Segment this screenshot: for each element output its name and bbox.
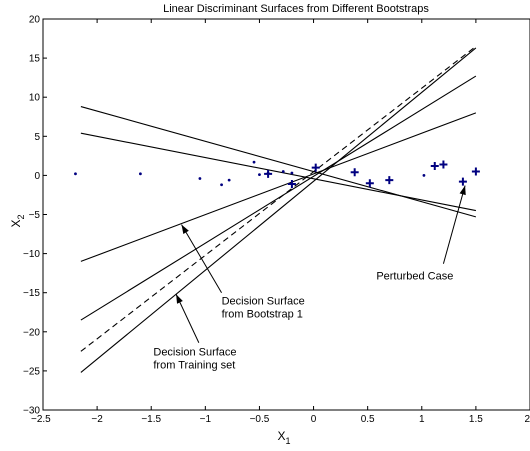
chart-title: Linear Discriminant Surfaces from Differ… <box>163 3 429 15</box>
y-tick-label: 10 <box>29 93 41 104</box>
class-dot-point <box>252 160 256 164</box>
annotation-arrow-shaft <box>442 185 466 264</box>
decision-surface-line-1 <box>80 106 477 218</box>
x-axis-label-subscript: 1 <box>286 436 291 446</box>
class-plus-point <box>385 176 394 185</box>
y-tick-label: −15 <box>23 288 40 299</box>
y-tick-label: −30 <box>23 406 40 417</box>
class-plus-point <box>430 162 439 171</box>
class-dot-point <box>258 173 261 177</box>
class-dot-point <box>227 178 231 182</box>
decision-surface-line-6 <box>80 45 477 352</box>
class-plus-point <box>311 163 320 172</box>
x-tick-label: −0.5 <box>250 414 270 425</box>
class-dot-point <box>198 177 202 180</box>
x-axis-label: X1 <box>277 429 290 446</box>
annotation-text: Decision Surface <box>153 346 236 358</box>
x-tick-label: 1 <box>419 414 425 425</box>
x-tick-label: 0.5 <box>361 414 375 425</box>
x-tick-label: −2 <box>91 414 103 425</box>
y-axis-label-main: X <box>9 220 23 228</box>
annotation-arrow-head <box>181 224 189 235</box>
axis-ticks: −2.5 −2 −1.5 −1 −0.5 0 0.5 1 1.5 2 −30 −25 −20 −15 −10… <box>23 15 530 425</box>
class-plus-point <box>365 179 374 188</box>
y-tick-label: 5 <box>34 132 40 143</box>
class-dot-point <box>281 170 285 173</box>
annotation-text: from Bootstrap 1 <box>222 308 303 320</box>
y-tick-label: −20 <box>23 327 40 338</box>
y-tick-label: 20 <box>29 15 41 26</box>
x-tick-label: 2 <box>524 414 530 425</box>
class-plus-point <box>264 169 273 178</box>
annotation-arrow-shaft <box>181 224 222 293</box>
decision-surface-line-2 <box>80 132 476 212</box>
x-tick-label: 1.5 <box>469 414 483 425</box>
class-dot-point <box>290 171 294 175</box>
x-axis-label-main: X <box>277 429 285 443</box>
class-plus-point <box>458 177 467 186</box>
annotation-text: Perturbed Case <box>376 270 453 282</box>
y-tick-label: −5 <box>29 210 41 221</box>
decision-surface-line-4 <box>80 75 477 321</box>
decision-surface-line-5 <box>80 47 477 373</box>
x-tick-label: −1 <box>200 414 212 425</box>
class-dot-point <box>74 172 77 176</box>
plot-marks <box>74 45 480 373</box>
class-dot-point <box>422 174 426 177</box>
y-tick-label: 15 <box>29 54 41 65</box>
annotation-text: from Training set <box>153 359 235 371</box>
annotation-arrow-head <box>176 294 183 304</box>
x-tick-label: −1.5 <box>141 414 161 425</box>
class-dot-point <box>139 172 142 176</box>
y-tick-label: −25 <box>23 366 40 377</box>
class-dot-point <box>220 183 223 187</box>
class-plus-point <box>350 168 359 177</box>
x-tick-label: 0 <box>311 414 317 425</box>
annotation-text: Decision Surface <box>222 295 305 307</box>
class-plus-point <box>471 167 480 176</box>
y-tick-label: −10 <box>23 249 40 260</box>
class-plus-point <box>439 160 448 169</box>
y-tick-label: 0 <box>34 171 40 182</box>
annotation-arrow-head <box>459 185 466 196</box>
y-axis-label-subscript: 2 <box>16 214 26 219</box>
class-plus-point <box>287 180 296 189</box>
decision-surface-line-3 <box>80 112 477 262</box>
y-axis-label: X2 <box>9 214 26 227</box>
x-tick-label: −2.5 <box>31 414 51 425</box>
